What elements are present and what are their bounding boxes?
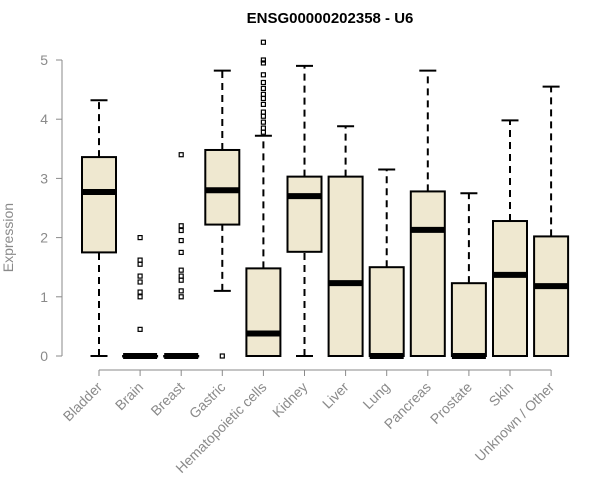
box-rect — [81, 156, 117, 254]
outlier-point — [178, 223, 184, 229]
outlier-point — [137, 294, 143, 300]
box-gastric — [204, 69, 241, 359]
x-tick-label: Skin — [486, 379, 517, 410]
outlier-point — [178, 227, 184, 234]
y-tick-label: 5 — [40, 52, 48, 68]
outlier-point — [178, 294, 184, 300]
outlier-point — [178, 249, 184, 255]
outlier-point — [137, 279, 143, 285]
outlier-point — [260, 129, 266, 135]
box-rect — [409, 190, 446, 357]
y-tick-label: 0 — [40, 348, 48, 364]
outlier-point — [178, 288, 184, 294]
x-tick-label: Liver — [319, 379, 352, 412]
outlier-point — [260, 113, 266, 119]
y-axis-label: Expression — [0, 203, 16, 272]
x-tick-label: Breast — [147, 379, 187, 419]
outlier-point — [178, 273, 184, 279]
y-tick-label: 3 — [40, 170, 48, 186]
box-rect — [450, 282, 487, 357]
boxes-group — [81, 39, 570, 359]
box-lung — [368, 168, 405, 359]
outlier-point — [219, 353, 225, 359]
box-skin — [492, 119, 528, 357]
box-prostate — [450, 192, 487, 359]
box-rect — [492, 220, 528, 357]
y-tick-label: 1 — [40, 289, 48, 305]
box-rect — [327, 175, 364, 357]
outlier-point — [260, 60, 266, 66]
box-unknown-other — [533, 85, 570, 357]
box-liver — [327, 125, 364, 357]
box-hematopoietic-cells — [245, 39, 282, 357]
outlier-point — [137, 289, 143, 295]
x-tick-label: Prostate — [427, 379, 475, 427]
outlier-point — [178, 237, 184, 244]
outlier-point — [137, 235, 143, 241]
box-rect — [245, 267, 282, 357]
outlier-point — [260, 57, 266, 63]
x-tick-label: Lung — [359, 379, 392, 412]
x-tick-label: Bladder — [60, 379, 106, 425]
y-tick-label: 2 — [40, 230, 48, 246]
outlier-point — [260, 79, 266, 86]
outlier-point — [260, 39, 266, 45]
outlier-point — [260, 85, 266, 92]
box-rect — [533, 235, 570, 357]
x-tick-label: Kidney — [269, 379, 311, 421]
outlier-point — [260, 125, 266, 131]
outlier-point — [260, 101, 266, 108]
box-breast — [163, 152, 200, 359]
y-tick-label: 4 — [40, 111, 48, 127]
outlier-point — [260, 119, 266, 125]
box-kidney — [286, 64, 323, 357]
box-rect — [286, 175, 323, 253]
box-pancreas — [409, 69, 446, 357]
x-tick-label: Brain — [112, 379, 146, 413]
box-rect — [368, 266, 405, 358]
outlier-point — [178, 152, 184, 158]
outlier-point — [137, 273, 143, 279]
outlier-point — [137, 257, 143, 263]
outlier-point — [260, 72, 266, 78]
outlier-point — [178, 277, 184, 283]
outlier-point — [260, 109, 266, 115]
box-brain — [122, 235, 159, 359]
outlier-point — [260, 91, 266, 97]
outlier-point — [260, 95, 266, 102]
outlier-point — [137, 261, 143, 267]
y-axis: 0 1 2 3 4 5 — [40, 52, 63, 364]
box-bladder — [81, 99, 117, 357]
outlier-point — [178, 267, 184, 273]
chart-title: ENSG00000202358 - U6 — [247, 10, 414, 27]
outlier-point — [137, 326, 143, 332]
